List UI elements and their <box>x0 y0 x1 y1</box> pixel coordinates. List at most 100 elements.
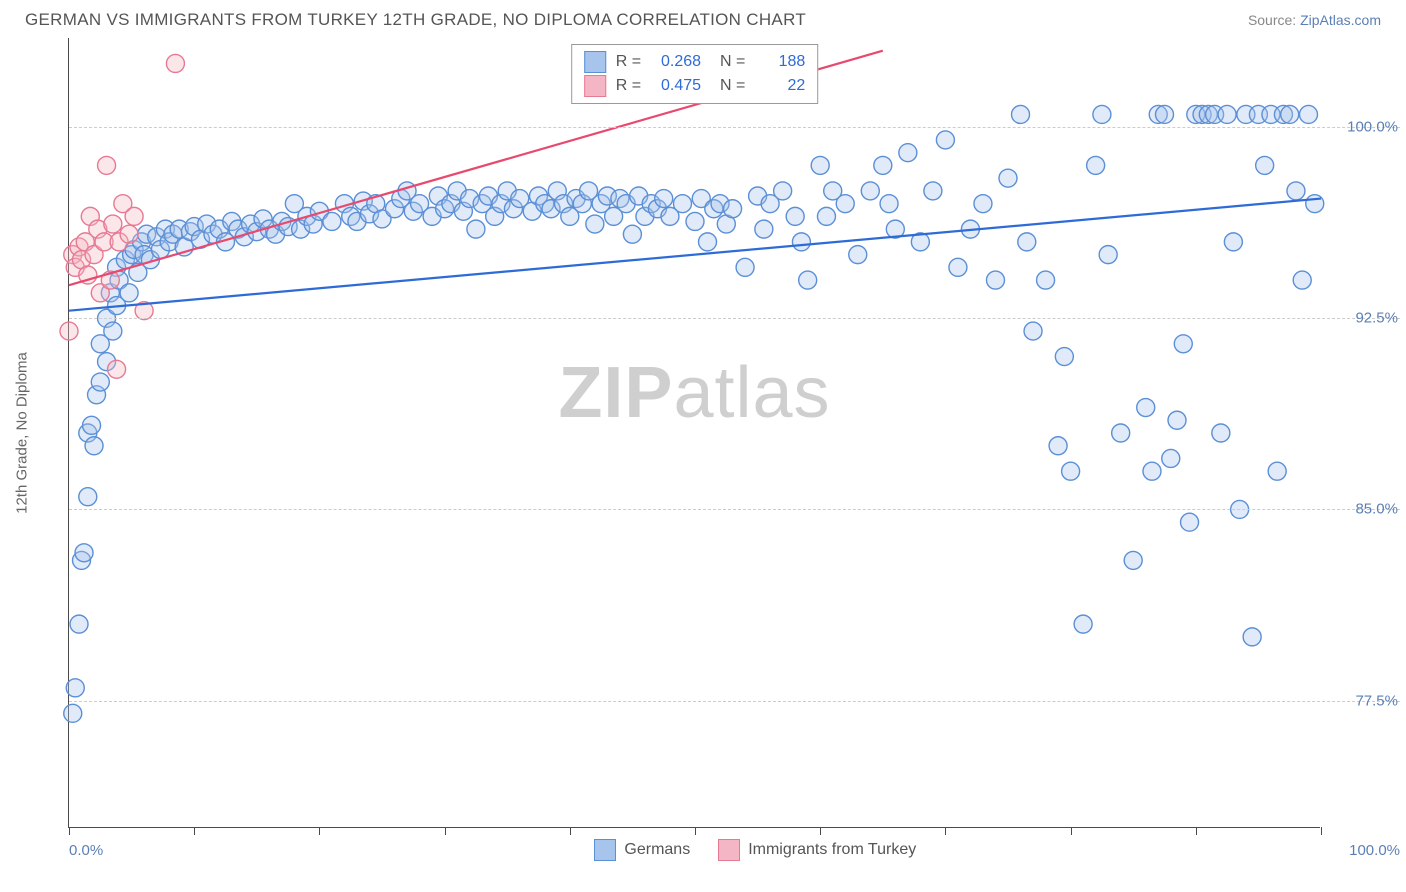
legend-item: Germans <box>594 839 690 861</box>
scatter-point <box>70 615 88 633</box>
scatter-point <box>786 207 804 225</box>
stat-r-value: 0.268 <box>651 53 701 71</box>
scatter-point <box>849 246 867 264</box>
legend-series: Germans Immigrants from Turkey <box>594 839 916 861</box>
scatter-point <box>120 284 138 302</box>
scatter-point <box>874 156 892 174</box>
scatter-point <box>724 200 742 218</box>
scatter-point <box>755 220 773 238</box>
scatter-point <box>655 190 673 208</box>
scatter-point <box>1168 411 1186 429</box>
scatter-point <box>792 233 810 251</box>
scatter-point <box>1162 449 1180 467</box>
scatter-point <box>1281 105 1299 123</box>
scatter-point <box>1087 156 1105 174</box>
scatter-point <box>774 182 792 200</box>
scatter-point <box>1018 233 1036 251</box>
scatter-point <box>85 437 103 455</box>
scatter-point <box>1268 462 1286 480</box>
legend-swatch <box>584 75 606 97</box>
scatter-point <box>686 212 704 230</box>
scatter-point <box>467 220 485 238</box>
scatter-point <box>64 704 82 722</box>
x-tick <box>445 827 446 835</box>
source-link[interactable]: ZipAtlas.com <box>1300 12 1381 28</box>
scatter-point <box>936 131 954 149</box>
legend-swatch <box>718 839 740 861</box>
scatter-point <box>1074 615 1092 633</box>
scatter-point <box>799 271 817 289</box>
x-tick <box>945 827 946 835</box>
scatter-point <box>699 233 717 251</box>
grid-line <box>69 701 1400 702</box>
plot-svg <box>69 38 1320 827</box>
legend-label: Germans <box>624 841 690 859</box>
scatter-point <box>1137 399 1155 417</box>
x-tick <box>570 827 571 835</box>
scatter-point <box>323 212 341 230</box>
scatter-point <box>817 207 835 225</box>
scatter-point <box>104 215 122 233</box>
stat-n-value: 188 <box>755 53 805 71</box>
scatter-point <box>1224 233 1242 251</box>
chart-header: GERMAN VS IMMIGRANTS FROM TURKEY 12TH GR… <box>0 0 1406 38</box>
scatter-point <box>83 416 101 434</box>
stat-n-label: N = <box>711 53 745 71</box>
scatter-point <box>66 679 84 697</box>
scatter-point <box>125 207 143 225</box>
scatter-point <box>1049 437 1067 455</box>
scatter-point <box>1143 462 1161 480</box>
x-tick <box>319 827 320 835</box>
x-tick <box>1071 827 1072 835</box>
scatter-point <box>1287 182 1305 200</box>
chart-title: GERMAN VS IMMIGRANTS FROM TURKEY 12TH GR… <box>25 10 806 30</box>
scatter-point <box>623 225 641 243</box>
scatter-point <box>1124 551 1142 569</box>
scatter-point <box>1218 105 1236 123</box>
scatter-point <box>880 195 898 213</box>
plot-area: ZIPatlas R =0.268 N =188R =0.475 N =22 0… <box>68 38 1320 828</box>
stat-r-label: R = <box>616 53 641 71</box>
scatter-point <box>1174 335 1192 353</box>
scatter-point <box>899 144 917 162</box>
scatter-point <box>1299 105 1317 123</box>
scatter-point <box>60 322 78 340</box>
y-axis-label: 12th Grade, No Diploma <box>14 352 31 514</box>
scatter-point <box>1156 105 1174 123</box>
x-tick <box>194 827 195 835</box>
y-tick-label: 77.5% <box>1355 692 1398 709</box>
scatter-point <box>999 169 1017 187</box>
x-tick <box>69 827 70 835</box>
scatter-point <box>1024 322 1042 340</box>
scatter-point <box>1181 513 1199 531</box>
scatter-point <box>75 544 93 562</box>
scatter-point <box>1256 156 1274 174</box>
source-label: Source: <box>1248 12 1296 28</box>
stat-r-label: R = <box>616 77 641 95</box>
scatter-point <box>1037 271 1055 289</box>
scatter-point <box>861 182 879 200</box>
stat-r-value: 0.475 <box>651 77 701 95</box>
stat-n-value: 22 <box>755 77 805 95</box>
legend-stats-row: R =0.475 N =22 <box>584 74 806 98</box>
scatter-point <box>1093 105 1111 123</box>
scatter-point <box>120 225 138 243</box>
x-tick <box>1321 827 1322 835</box>
scatter-point <box>1306 195 1324 213</box>
scatter-point <box>91 373 109 391</box>
scatter-point <box>104 322 122 340</box>
scatter-point <box>736 258 754 276</box>
scatter-point <box>586 215 604 233</box>
legend-swatch <box>594 839 616 861</box>
scatter-point <box>1099 246 1117 264</box>
scatter-point <box>836 195 854 213</box>
scatter-point <box>1293 271 1311 289</box>
legend-stats-row: R = 0.268 N = 188 <box>584 50 806 74</box>
scatter-point <box>98 156 116 174</box>
legend-label: Immigrants from Turkey <box>748 841 916 859</box>
scatter-point <box>79 488 97 506</box>
legend-item: Immigrants from Turkey <box>718 839 916 861</box>
x-axis-max-label: 100.0% <box>1349 842 1400 859</box>
scatter-point <box>1112 424 1130 442</box>
grid-line <box>69 318 1400 319</box>
